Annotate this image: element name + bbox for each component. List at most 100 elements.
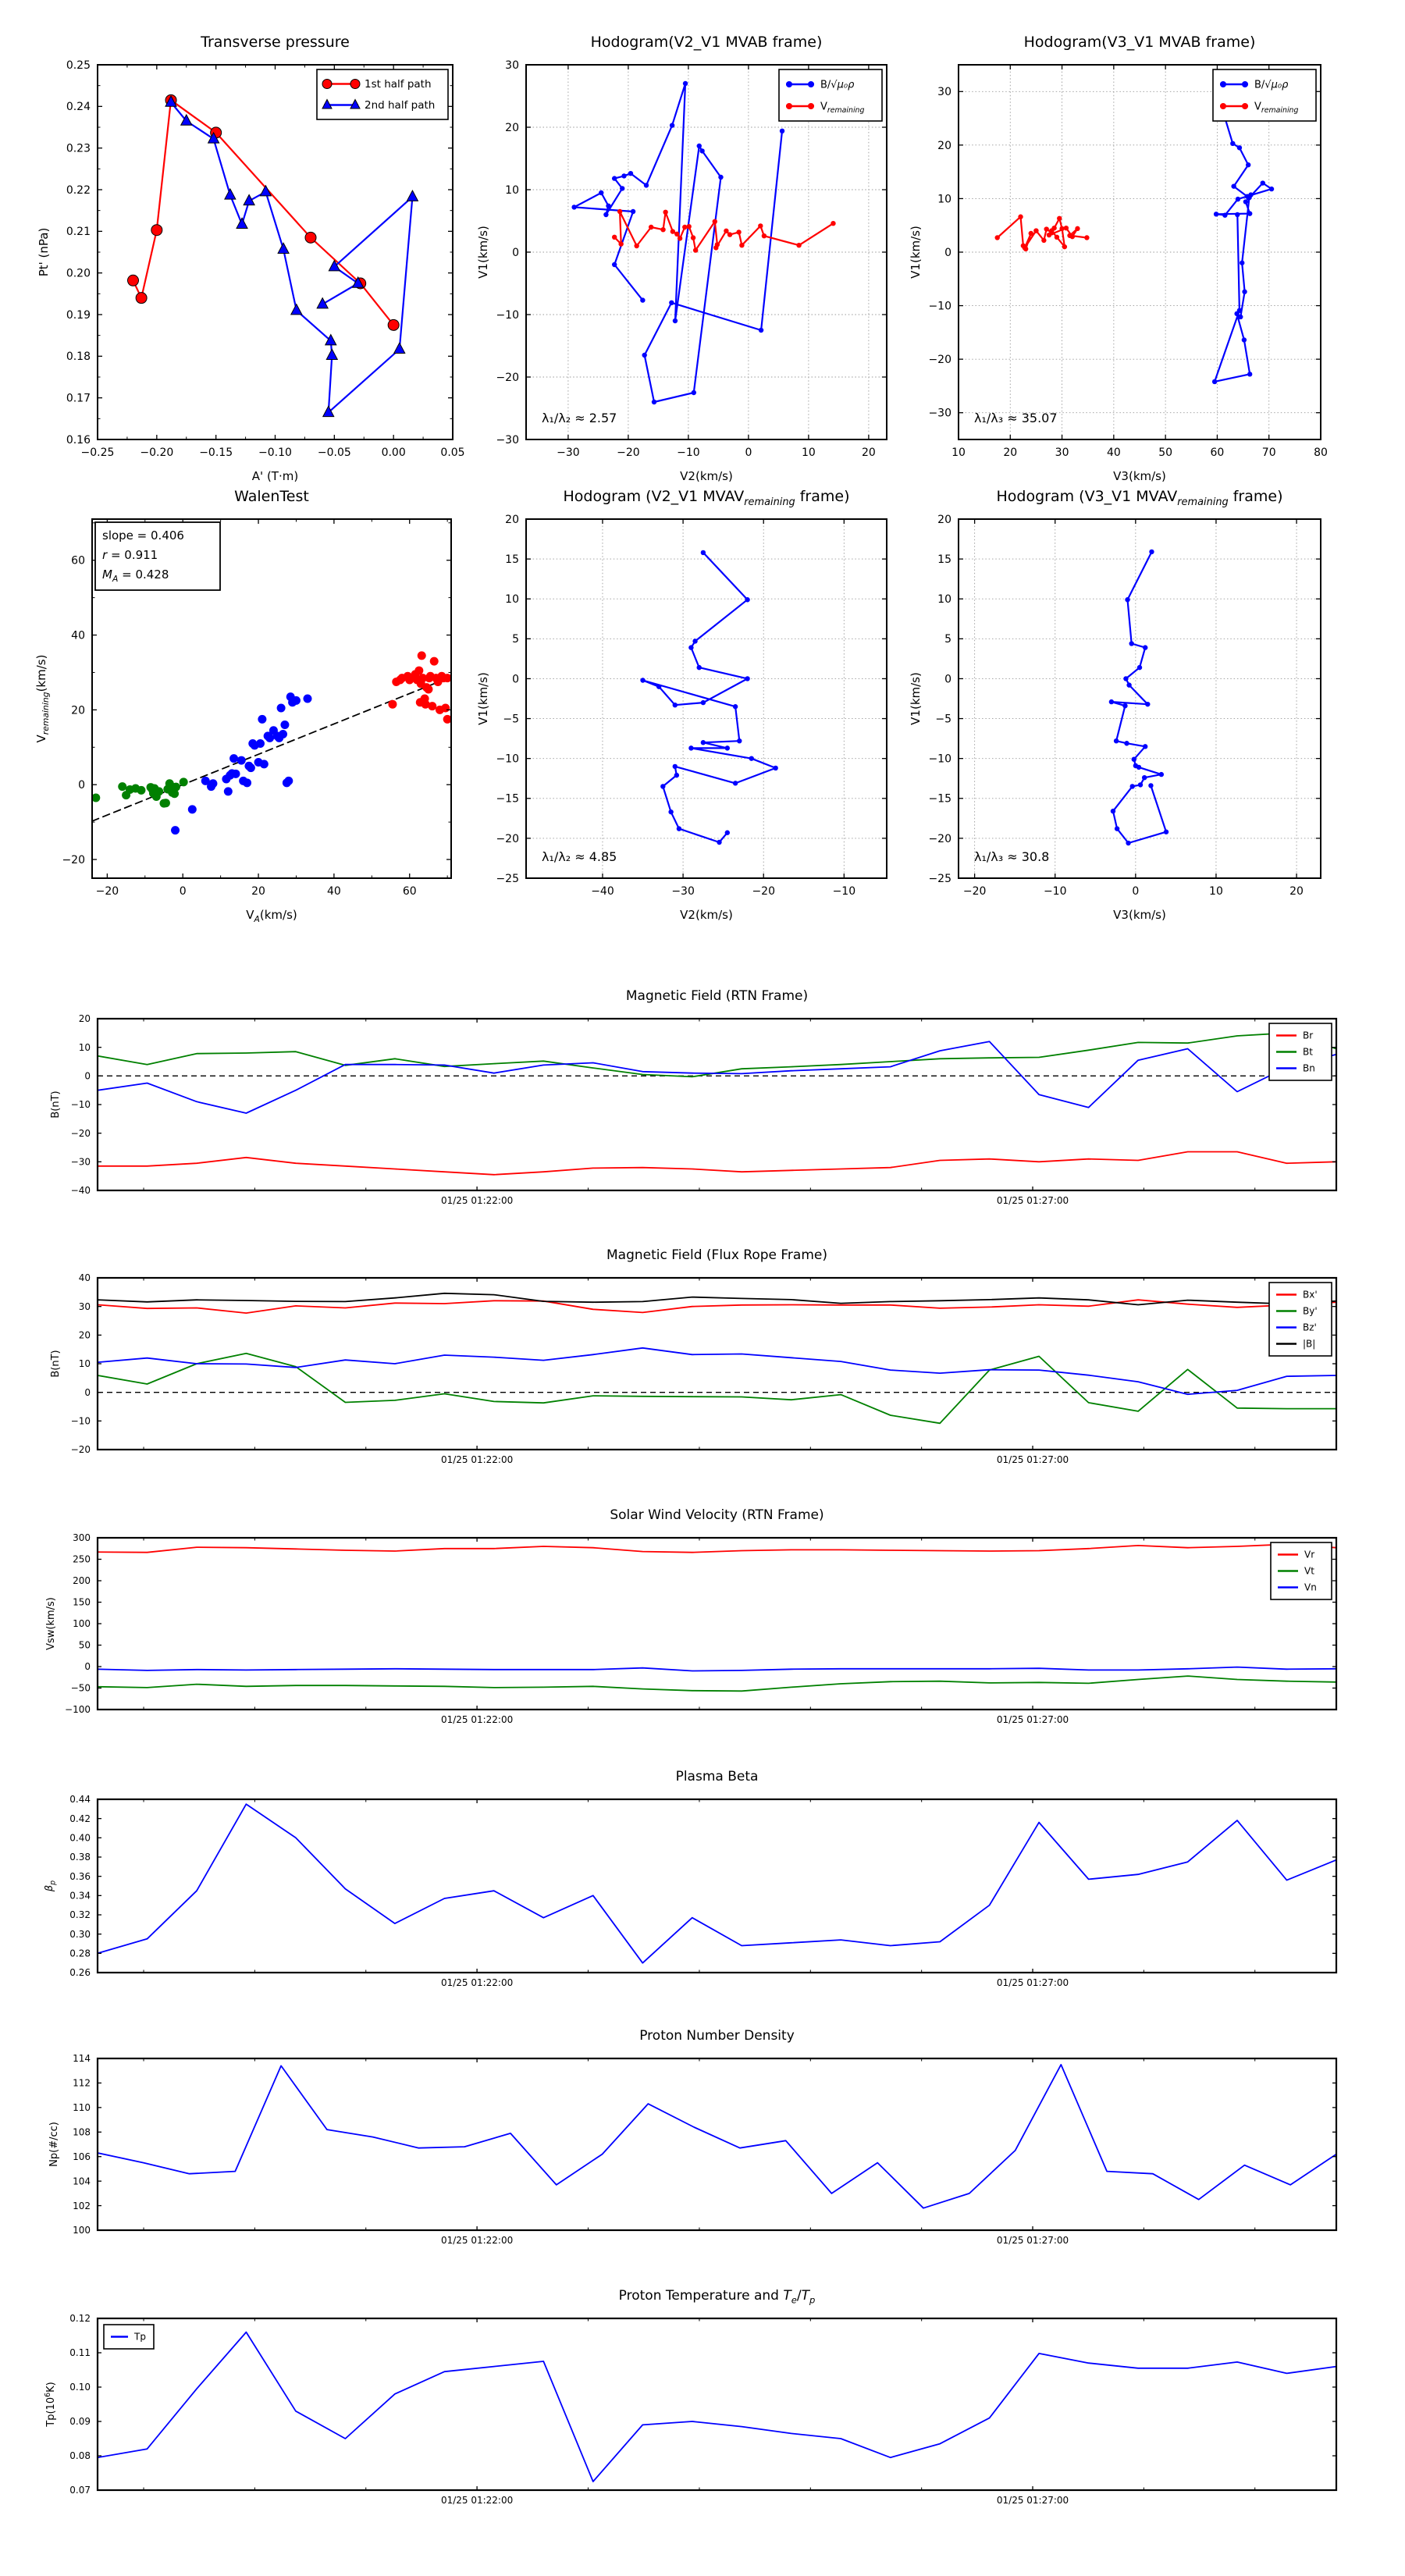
svg-text:0.30: 0.30	[69, 1929, 91, 1940]
svg-text:0: 0	[180, 885, 187, 898]
svg-text:30: 30	[937, 86, 951, 98]
svg-text:106: 106	[73, 2151, 91, 2162]
svg-text:40: 40	[79, 1272, 91, 1283]
svg-text:0.20: 0.20	[66, 268, 91, 280]
svg-text:20: 20	[1289, 885, 1304, 898]
svg-text:10: 10	[1209, 885, 1223, 898]
svg-text:0.21: 0.21	[66, 226, 91, 238]
svg-text:−25: −25	[496, 873, 519, 885]
svg-text:20: 20	[937, 514, 951, 526]
legend: Vr Vt Vn	[1270, 1542, 1332, 1600]
svg-text:01/25 01:22:00: 01/25 01:22:00	[441, 1714, 513, 1725]
axis-ticks: −0.25 −0.20 −0.15 −0.10 −0.05 0.00 0.05 0.16 0.1…	[66, 59, 465, 459]
plot-frame	[96, 1536, 1338, 1711]
svg-text:01/25 01:22:00: 01/25 01:22:00	[441, 2235, 513, 2246]
svg-text:30: 30	[505, 59, 519, 72]
svg-text:−100: −100	[65, 1704, 91, 1715]
svg-text:−20: −20	[62, 854, 85, 866]
svg-text:10: 10	[505, 184, 519, 197]
axis-ticks: 01/25 01:22:00 01/25 01:27:00 0.26 0.28 0.30…	[69, 1794, 1336, 1988]
chart-title-vsw-rtn: Solar Wind Velocity (RTN Frame)	[610, 1507, 824, 1523]
svg-text:300: 300	[73, 1532, 91, 1543]
plot-frame	[525, 518, 887, 879]
svg-text:0: 0	[84, 1387, 91, 1398]
svg-text:0.28: 0.28	[69, 1948, 91, 1959]
chart-hodogram-v3v1-mvav: −20 −10 0 10 20 −25 −20 −15 −10 −5 0 5 10 15 20 V3(km/s…	[909, 514, 1321, 922]
svg-text:0.23: 0.23	[66, 143, 91, 155]
svg-text:Tp: Tp	[133, 2332, 146, 2343]
series-second-half-path-markers	[165, 94, 419, 418]
svg-text:0.11: 0.11	[69, 2347, 91, 2358]
series-fit-line-line	[91, 676, 452, 822]
series-v-path-markers	[640, 550, 778, 845]
chart-mag-rtn: 01/25 01:22:00 01/25 01:27:00 −40 −30 −20 −10…	[50, 1013, 1338, 1206]
svg-text:70: 70	[1262, 447, 1276, 459]
svg-text:10: 10	[79, 1042, 91, 1053]
series-b-field-line	[1213, 105, 1273, 382]
series-v-path-markers	[1108, 549, 1169, 846]
chart-title-hodogram-v2v1-mvav: Hodogram (V2_V1 MVAVremaining frame)	[563, 488, 850, 508]
plot-frame	[958, 518, 1321, 879]
grid	[526, 518, 887, 879]
svg-text:0: 0	[944, 673, 951, 685]
svg-text:0.36: 0.36	[69, 1871, 91, 1882]
plot-frame	[91, 518, 452, 879]
series-second-half-path-line	[169, 101, 414, 414]
svg-text:Vn: Vn	[1304, 1582, 1317, 1593]
svg-text:0.19: 0.19	[66, 309, 91, 322]
chart-title-walen-test: WalenTest	[234, 488, 309, 505]
svg-text:0.38: 0.38	[69, 1852, 91, 1863]
plot-frame	[96, 2057, 1338, 2232]
chart-title-hodogram-v3v1-mvav: Hodogram (V3_V1 MVAVremaining frame)	[996, 488, 1283, 508]
svg-text:20: 20	[79, 1013, 91, 1024]
chart-title-plasma-beta: Plasma Beta	[675, 1769, 759, 1784]
svg-text:200: 200	[73, 1575, 91, 1586]
svg-text:A' (T·m): A' (T·m)	[252, 469, 298, 483]
svg-text:Bn: Bn	[1303, 1063, 1315, 1074]
svg-text:01/25 01:27:00: 01/25 01:27:00	[997, 1977, 1069, 1988]
svg-text:−20: −20	[71, 1444, 91, 1455]
svg-text:0.22: 0.22	[66, 184, 91, 197]
svg-text:20: 20	[1003, 447, 1017, 459]
svg-text:r = 0.911: r = 0.911	[102, 548, 158, 562]
chart-mag-fluxrope: 01/25 01:22:00 01/25 01:27:00 −20 −10 0 10 20 3…	[50, 1272, 1338, 1465]
svg-text:112: 112	[73, 2078, 91, 2089]
svg-text:250: 250	[73, 1554, 91, 1565]
svg-text:Bz': Bz'	[1303, 1322, 1317, 1333]
axis-ticks: 01/25 01:22:00 01/25 01:27:00 −100 −50 0 50 10…	[65, 1532, 1336, 1725]
svg-text:01/25 01:27:00: 01/25 01:27:00	[997, 1195, 1069, 1206]
svg-text:Vremaining: Vremaining	[820, 101, 864, 116]
svg-text:V1(km/s): V1(km/s)	[909, 226, 923, 279]
legend: Br Bt Bn	[1268, 1023, 1332, 1081]
svg-text:20: 20	[251, 885, 265, 898]
svg-text:01/25 01:22:00: 01/25 01:22:00	[441, 2495, 513, 2506]
svg-text:V1(km/s): V1(km/s)	[476, 672, 490, 725]
svg-text:By': By'	[1303, 1306, 1318, 1317]
svg-text:−20: −20	[963, 885, 987, 898]
svg-text:V2(km/s): V2(km/s)	[680, 469, 733, 483]
stats-box: slope = 0.406 r = 0.911 MA = 0.428	[94, 521, 221, 591]
chart-hodogram-v3v1-mvab: 10 20 30 40 50 60 70 80 −30 −20 −10 0 10 20 30 V3(km/s)…	[909, 64, 1328, 483]
chart-transverse-pressure: −0.25 −0.20 −0.15 −0.10 −0.05 0.00 0.05 0.16 0.1…	[37, 59, 465, 483]
legend: B/√μ₀ρ Vremaining	[778, 69, 883, 122]
svg-text:60: 60	[403, 885, 417, 898]
svg-text:−15: −15	[496, 793, 519, 806]
chart-hodogram-v2v1-mvab: −30 −20 −10 0 10 20 −30 −20 −10 0 10 20 30 V2(km/s) V1…	[476, 59, 887, 483]
svg-text:−10: −10	[71, 1099, 91, 1110]
series-b-field-markers	[1211, 103, 1275, 385]
svg-text:βp: βp	[44, 1880, 58, 1892]
svg-text:20: 20	[505, 514, 519, 526]
chart-title-hodogram-v2v1-mvab: Hodogram(V2_V1 MVAB frame)	[590, 34, 823, 51]
series-first-half-path-line	[132, 99, 395, 326]
chart-hodogram-v2v1-mvav: −40 −30 −20 −10 −25 −20 −15 −10 −5 0 5 10 15 20 V2(km/…	[476, 514, 887, 922]
chart-title-mag-fluxrope: Magnetic Field (Flux Rope Frame)	[606, 1247, 827, 1263]
svg-text:−20: −20	[752, 885, 775, 898]
svg-text:B(nT): B(nT)	[50, 1091, 62, 1118]
svg-text:−10: −10	[496, 309, 519, 322]
svg-text:−20: −20	[71, 1128, 91, 1139]
svg-text:60: 60	[71, 555, 85, 568]
svg-text:0: 0	[84, 1071, 91, 1082]
svg-text:0: 0	[78, 779, 85, 792]
svg-text:40: 40	[1107, 447, 1121, 459]
series-b-field-line	[573, 82, 784, 404]
